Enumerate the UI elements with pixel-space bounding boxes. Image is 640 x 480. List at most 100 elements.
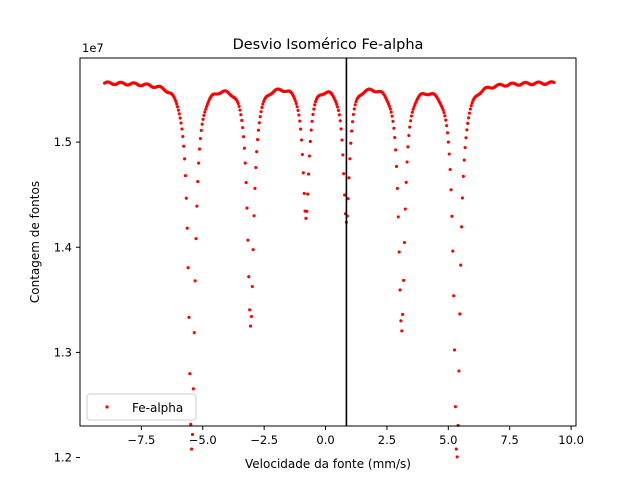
data-point xyxy=(196,180,200,184)
data-point xyxy=(390,114,394,118)
data-point xyxy=(463,146,467,150)
data-point xyxy=(335,102,339,106)
data-point xyxy=(460,225,464,229)
data-point xyxy=(201,117,205,121)
data-point xyxy=(410,110,414,114)
data-point xyxy=(197,161,201,165)
data-point xyxy=(292,96,297,101)
data-point xyxy=(250,284,254,289)
data-point xyxy=(193,279,197,283)
data-point xyxy=(190,432,195,437)
data-point xyxy=(203,110,207,114)
data-point xyxy=(241,135,246,139)
data-point xyxy=(337,113,341,117)
data-point xyxy=(245,206,249,210)
y-tick-label: 1.2 xyxy=(54,451,72,465)
data-point xyxy=(350,129,354,133)
data-point xyxy=(237,104,241,108)
data-point xyxy=(254,165,258,170)
data-point xyxy=(401,278,406,282)
data-point xyxy=(183,157,187,161)
data-point xyxy=(444,118,448,122)
x-tick-label: 5.0 xyxy=(439,433,457,447)
data-point xyxy=(258,115,262,119)
data-point xyxy=(248,308,252,312)
data-point xyxy=(251,248,255,252)
data-point xyxy=(241,126,245,130)
data-point xyxy=(466,121,470,125)
legend-label: Fe-alpha xyxy=(132,401,183,415)
data-point xyxy=(184,196,188,200)
data-point xyxy=(396,215,400,219)
x-tick-label: 2.5 xyxy=(378,433,396,447)
data-point xyxy=(453,405,457,409)
data-point xyxy=(448,167,452,172)
data-point xyxy=(347,176,351,180)
data-point xyxy=(183,174,188,178)
data-point xyxy=(260,105,264,110)
data-point xyxy=(452,348,457,352)
data-point xyxy=(189,422,193,426)
data-point xyxy=(195,204,199,208)
data-point xyxy=(408,125,412,129)
data-point xyxy=(304,216,308,220)
x-tick-label: −7.5 xyxy=(127,433,155,447)
data-point xyxy=(175,105,180,109)
data-point xyxy=(388,107,392,111)
data-point xyxy=(297,113,301,117)
data-point xyxy=(449,188,453,192)
data-point xyxy=(461,174,465,178)
data-point xyxy=(197,147,202,151)
data-point xyxy=(244,181,248,185)
data-point xyxy=(350,120,355,124)
data-point xyxy=(392,126,396,130)
data-point xyxy=(175,102,179,106)
y-offset-text: 1e7 xyxy=(82,41,104,55)
data-point xyxy=(313,103,317,107)
data-point xyxy=(402,240,406,245)
data-point xyxy=(308,139,312,144)
data-point xyxy=(240,118,244,123)
legend-frame xyxy=(86,393,197,421)
data-point xyxy=(404,180,408,184)
y-tick-label: 1.4 xyxy=(54,240,72,254)
data-points xyxy=(102,80,556,459)
data-point xyxy=(468,107,472,111)
data-point xyxy=(246,238,250,242)
data-point xyxy=(238,108,242,112)
data-point xyxy=(187,315,191,319)
data-point xyxy=(306,192,310,196)
data-point xyxy=(307,154,312,158)
x-axis-ticks: −7.5 −5.0 −2.5 0.0 2.5 5.0 7.5 10.0 xyxy=(127,426,584,447)
data-point xyxy=(191,387,195,391)
data-point xyxy=(394,164,399,169)
data-point xyxy=(311,112,315,117)
data-point xyxy=(342,172,346,176)
data-point xyxy=(255,138,260,142)
data-point xyxy=(202,113,206,117)
x-tick-label: 7.5 xyxy=(501,433,519,447)
data-point xyxy=(204,107,208,111)
data-point xyxy=(176,108,180,112)
data-point xyxy=(467,111,472,115)
data-point xyxy=(180,127,184,131)
data-point xyxy=(407,133,411,138)
data-point xyxy=(339,127,343,131)
data-point xyxy=(336,105,340,109)
data-point xyxy=(300,152,304,157)
data-point xyxy=(174,99,178,103)
data-point xyxy=(178,116,182,120)
data-point xyxy=(399,319,403,323)
data-point xyxy=(247,275,251,279)
data-point xyxy=(401,312,405,317)
y-axis-label: Contagem de fontos xyxy=(28,181,42,303)
chart-title: Desvio Isomérico Fe-alpha xyxy=(233,37,424,53)
data-point xyxy=(552,80,556,85)
data-point xyxy=(452,294,456,298)
data-point xyxy=(261,102,265,106)
data-point xyxy=(243,161,247,165)
data-point xyxy=(249,314,253,319)
data-point xyxy=(403,207,407,211)
data-point xyxy=(459,263,463,267)
